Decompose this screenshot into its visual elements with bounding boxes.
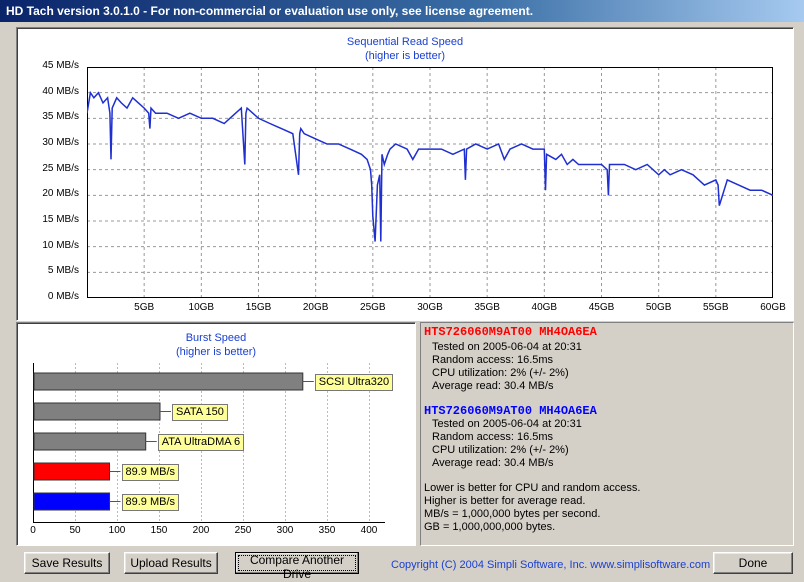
y-tick-label: 40 MB/s [42,85,79,97]
x-tick-label: 40GB [531,302,558,313]
burst-x-tick-label: 150 [150,525,168,536]
read-chart-plot [87,67,773,298]
burst-speed-panel: Burst Speed (higher is better) SCSI Ultr… [16,322,416,546]
plot-frame [87,67,773,298]
result-2-random-access: Random access: 16.5ms [432,431,554,443]
results-info-panel: HTS726060M9AT00 MH4OA6EA Tested on 2005-… [420,322,794,546]
y-tick-label: 20 MB/s [42,188,79,200]
x-tick-label: 30GB [417,302,443,313]
burst-x-tick-label: 0 [30,525,36,536]
result-block-1: HTS726060M9AT00 MH4OA6EA Tested on 2005-… [424,325,784,407]
y-tick-label: 0 MB/s [47,291,79,302]
burst-chart-x-axis: 0 50 100 150 200 250 300 350 400 [17,525,415,541]
note-line: Lower is better for CPU and random acces… [424,482,641,494]
x-tick-label: 20GB [302,302,329,313]
x-tick-label: 15GB [245,302,272,313]
y-tick-label: 30 MB/s [42,137,79,148]
result-2-cpu: CPU utilization: 2% (+/- 2%) [432,444,569,456]
burst-chart-title: Burst Speed [185,332,247,344]
done-button[interactable]: Done [713,552,793,574]
burst-chart-labels: SCSI Ultra320 SATA 150 ATA UltraDMA 6 89.9 … [17,323,415,543]
upload-results-button[interactable]: Upload Results [124,552,218,574]
burst-x-tick-label: 400 [360,525,378,536]
burst-bar-label: ATA UltraDMA 6 [157,434,245,451]
read-chart-x-axis: 5GB 10GB 15GB 20GB 25GB 30GB 35GB 40GB 45GB 50GB 5… [17,302,793,318]
read-chart-subtitle: (higher is better) [364,50,446,62]
burst-bar-label: 89.9 MB/s [121,494,180,511]
read-chart-title: Sequential Read Speed [346,36,464,48]
y-tick-label: 5 MB/s [47,265,79,277]
result-2-drive-name: HTS726060M9AT00 MH4OA6EA [424,404,597,418]
burst-x-tick-label: 250 [234,525,252,536]
note-line: GB = 1,000,000,000 bytes. [424,521,556,533]
note-line: Higher is better for average read. [424,495,586,507]
note-line: MB/s = 1,000,000 bytes per second. [424,508,601,520]
sequential-read-panel: Sequential Read Speed (higher is better)… [16,27,794,321]
result-1-random-access: Random access: 16.5ms [432,354,554,366]
result-2-avg-read: Average read: 30.4 MB/s [432,457,554,469]
save-results-button[interactable]: Save Results [24,552,110,574]
window-title-bar[interactable]: HD Tach version 3.0.1.0 - For non-commer… [0,0,804,22]
burst-x-tick-label: 200 [192,525,210,536]
y-tick-label: 15 MB/s [42,214,79,225]
burst-x-tick-label: 50 [69,525,81,536]
read-chart-y-axis: 45 MB/s 40 MB/s 35 MB/s 30 MB/s 25 MB/s 20 MB… [17,28,83,318]
burst-chart-subtitle: (higher is better) [175,346,257,358]
result-1-cpu: CPU utilization: 2% (+/- 2%) [432,367,569,379]
x-tick-label: 50GB [645,302,672,313]
burst-bar-label: 89.9 MB/s [121,464,180,481]
result-1-tested: Tested on 2005-06-04 at 20:31 [432,341,582,353]
copyright-text: Copyright (C) 2004 Simpli Software, Inc.… [391,559,711,571]
burst-bar-label: SCSI Ultra320 [314,374,394,391]
burst-x-tick-label: 100 [108,525,126,536]
x-tick-label: 60GB [760,302,786,313]
burst-bar-label: SATA 150 [172,404,228,421]
result-1-avg-read: Average read: 30.4 MB/s [432,380,554,392]
x-tick-label: 45GB [588,302,615,313]
x-tick-label: 35GB [474,302,500,313]
y-tick-label: 25 MB/s [42,162,79,174]
result-2-tested: Tested on 2005-06-04 at 20:31 [432,418,582,430]
compare-another-drive-button[interactable]: Compare Another Drive [235,552,359,581]
window-title: HD Tach version 3.0.1.0 - For non-commer… [6,4,534,18]
result-block-2: HTS726060M9AT00 MH4OA6EA Tested on 2005-… [424,404,784,486]
x-tick-label: 55GB [703,302,729,313]
read-speed-series-line [87,90,773,242]
result-1-drive-name: HTS726060M9AT00 MH4OA6EA [424,325,597,339]
burst-x-tick-label: 300 [276,525,294,536]
y-tick-label: 35 MB/s [42,111,79,123]
burst-x-tick-label: 350 [318,525,336,536]
x-tick-label: 5GB [134,302,155,313]
x-tick-label: 25GB [360,302,386,313]
y-tick-label: 45 MB/s [42,60,79,71]
y-tick-label: 10 MB/s [42,239,79,251]
x-tick-label: 10GB [188,302,215,313]
